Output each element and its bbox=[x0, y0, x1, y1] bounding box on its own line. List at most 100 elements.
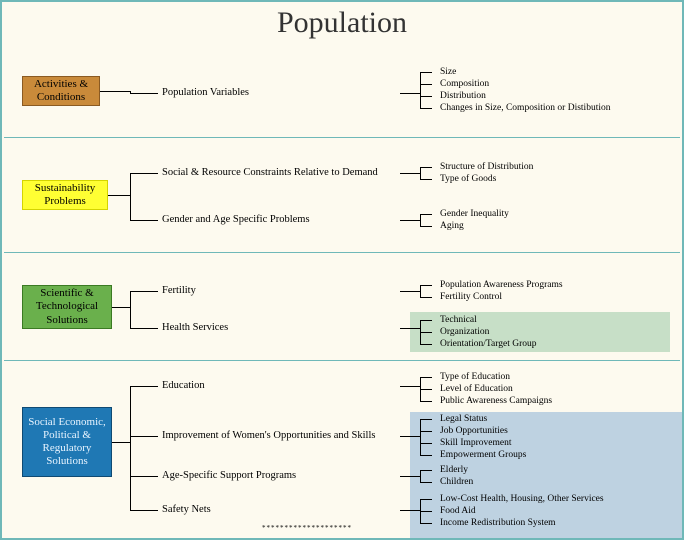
leaf-h-sustainability-0-0 bbox=[420, 167, 432, 168]
mid-branch-scientific-0 bbox=[130, 291, 158, 292]
cat-trunk-social bbox=[112, 442, 130, 443]
leaf-label-social-3-1: Food Aid bbox=[440, 506, 476, 516]
mid-to-bracket-social-2 bbox=[400, 476, 420, 477]
leaf-h-social-3-2 bbox=[420, 523, 432, 524]
leaf-label-social-0-2: Public Awareness Campaigns bbox=[440, 396, 552, 406]
leaf-label-scientific-0-1: Fertility Control bbox=[440, 292, 502, 302]
category-box-scientific: Scientific & Technological Solutions bbox=[22, 285, 112, 329]
leaf-h-social-1-0 bbox=[420, 419, 432, 420]
leaf-h-sustainability-1-1 bbox=[420, 226, 432, 227]
leaf-h-social-1-2 bbox=[420, 443, 432, 444]
mid-label-sustainability-0: Social & Resource Constraints Relative t… bbox=[162, 167, 378, 178]
leaf-label-social-3-2: Income Redistribution System bbox=[440, 518, 556, 528]
leaf-label-scientific-1-1: Organization bbox=[440, 327, 489, 337]
mid-to-bracket-social-3 bbox=[400, 510, 420, 511]
leaf-h-social-0-1 bbox=[420, 389, 432, 390]
leaf-h-sustainability-1-0 bbox=[420, 214, 432, 215]
leaf-label-scientific-1-0: Technical bbox=[440, 315, 477, 325]
mid-label-activities-0: Population Variables bbox=[162, 87, 249, 98]
leaf-h-activities-0-0 bbox=[420, 72, 432, 73]
leaf-label-activities-0-2: Distribution bbox=[440, 91, 486, 101]
leaf-label-social-0-0: Type of Education bbox=[440, 372, 510, 382]
leaf-label-social-2-1: Children bbox=[440, 477, 473, 487]
leaf-h-social-0-0 bbox=[420, 377, 432, 378]
dotted-marker: ******************** bbox=[262, 524, 352, 532]
leaf-label-social-1-3: Empowerment Groups bbox=[440, 450, 526, 460]
leaf-h-activities-0-3 bbox=[420, 108, 432, 109]
leaf-vline-activities-0 bbox=[420, 72, 421, 108]
mid-label-social-0: Education bbox=[162, 380, 205, 391]
leaf-h-scientific-1-0 bbox=[420, 320, 432, 321]
mid-label-social-2: Age-Specific Support Programs bbox=[162, 470, 296, 481]
mid-label-social-3: Safety Nets bbox=[162, 504, 211, 515]
leaf-label-activities-0-1: Composition bbox=[440, 79, 489, 89]
mid-label-social-1: Improvement of Women's Opportunities and… bbox=[162, 430, 375, 441]
leaf-h-social-2-0 bbox=[420, 470, 432, 471]
leaf-label-sustainability-1-1: Aging bbox=[440, 221, 464, 231]
mid-to-bracket-sustainability-0 bbox=[400, 173, 420, 174]
leaf-h-sustainability-0-1 bbox=[420, 179, 432, 180]
leaf-label-social-1-0: Legal Status bbox=[440, 414, 487, 424]
mid-to-bracket-social-1 bbox=[400, 436, 420, 437]
mid-branch-social-0 bbox=[130, 386, 158, 387]
mid-branch-social-1 bbox=[130, 436, 158, 437]
diagram-frame: Population Activities & Conditions Popula… bbox=[0, 0, 684, 540]
leaf-label-social-0-1: Level of Education bbox=[440, 384, 513, 394]
leaf-label-scientific-1-2: Orientation/Target Group bbox=[440, 339, 537, 349]
mid-to-bracket-scientific-1 bbox=[400, 328, 420, 329]
mid-to-bracket-sustainability-1 bbox=[400, 220, 420, 221]
mid-to-bracket-social-0 bbox=[400, 386, 420, 387]
mid-branch-sustainability-1 bbox=[130, 220, 158, 221]
cat-vline2-social bbox=[130, 386, 131, 510]
leaf-vline-sustainability-1 bbox=[420, 214, 421, 226]
leaf-vline-social-1 bbox=[420, 419, 421, 455]
leaf-h-scientific-1-2 bbox=[420, 344, 432, 345]
leaf-h-social-3-1 bbox=[420, 511, 432, 512]
leaf-label-sustainability-0-1: Type of Goods bbox=[440, 174, 496, 184]
leaf-h-social-3-0 bbox=[420, 499, 432, 500]
mid-branch-sustainability-0 bbox=[130, 173, 158, 174]
mid-label-scientific-1: Health Services bbox=[162, 322, 228, 333]
section-divider-0 bbox=[4, 137, 680, 138]
leaf-label-social-3-0: Low-Cost Health, Housing, Other Services bbox=[440, 494, 604, 504]
leaf-h-social-0-2 bbox=[420, 401, 432, 402]
leaf-vline-sustainability-0 bbox=[420, 167, 421, 179]
leaf-h-activities-0-1 bbox=[420, 84, 432, 85]
leaf-label-social-2-0: Elderly bbox=[440, 465, 468, 475]
cat-trunk-activities bbox=[100, 91, 130, 92]
leaf-label-sustainability-1-0: Gender Inequality bbox=[440, 209, 509, 219]
leaf-h-social-2-1 bbox=[420, 482, 432, 483]
cat-vline2-sustainability bbox=[130, 173, 131, 220]
category-box-activities: Activities & Conditions bbox=[22, 76, 100, 106]
mid-branch-activities-0 bbox=[130, 93, 158, 94]
leaf-label-social-1-1: Job Opportunities bbox=[440, 426, 508, 436]
leaf-h-scientific-1-1 bbox=[420, 332, 432, 333]
section-divider-2 bbox=[4, 360, 680, 361]
mid-label-scientific-0: Fertility bbox=[162, 285, 196, 296]
leaf-h-activities-0-2 bbox=[420, 96, 432, 97]
diagram-title: Population bbox=[2, 6, 682, 40]
cat-vline2-scientific bbox=[130, 291, 131, 328]
leaf-h-social-1-1 bbox=[420, 431, 432, 432]
leaf-vline-social-2 bbox=[420, 470, 421, 482]
leaf-h-scientific-0-0 bbox=[420, 285, 432, 286]
leaf-h-social-1-3 bbox=[420, 455, 432, 456]
mid-label-sustainability-1: Gender and Age Specific Problems bbox=[162, 214, 310, 225]
leaf-h-scientific-0-1 bbox=[420, 297, 432, 298]
mid-to-bracket-scientific-0 bbox=[400, 291, 420, 292]
mid-branch-social-3 bbox=[130, 510, 158, 511]
leaf-label-social-1-2: Skill Improvement bbox=[440, 438, 512, 448]
cat-trunk-scientific bbox=[112, 307, 130, 308]
leaf-label-scientific-0-0: Population Awareness Programs bbox=[440, 280, 563, 290]
leaf-label-activities-0-0: Size bbox=[440, 67, 456, 77]
leaf-label-activities-0-3: Changes in Size, Composition or Distibut… bbox=[440, 103, 610, 113]
cat-trunk-sustainability bbox=[108, 195, 130, 196]
leaf-label-sustainability-0-0: Structure of Distribution bbox=[440, 162, 533, 172]
category-box-social: Social Economic, Political & Regulatory … bbox=[22, 407, 112, 477]
mid-to-bracket-activities-0 bbox=[400, 93, 420, 94]
leaf-vline-scientific-0 bbox=[420, 285, 421, 297]
section-divider-1 bbox=[4, 252, 680, 253]
mid-branch-social-2 bbox=[130, 476, 158, 477]
category-box-sustainability: Sustainability Problems bbox=[22, 180, 108, 210]
mid-branch-scientific-1 bbox=[130, 328, 158, 329]
